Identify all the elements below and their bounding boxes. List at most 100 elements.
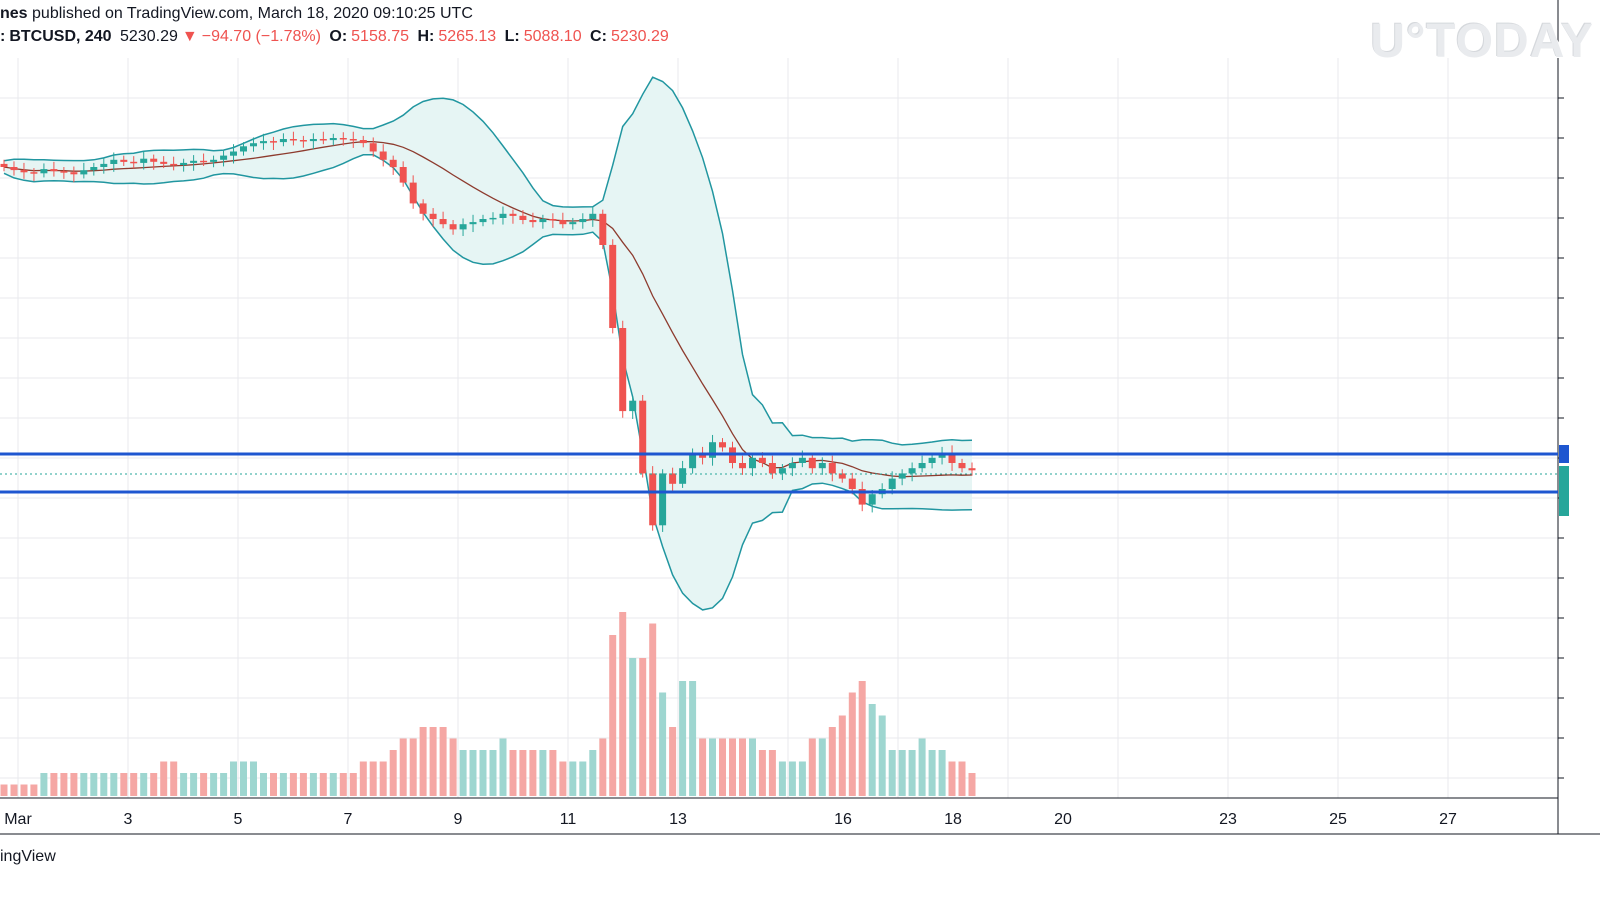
candle-body	[40, 169, 48, 174]
volume-bar	[659, 692, 667, 796]
high-label: H:	[417, 28, 435, 45]
candle-body	[479, 219, 487, 223]
time-tick-label: 20	[1054, 811, 1072, 828]
candle-body	[768, 463, 776, 474]
symbol-prefix: :	[0, 28, 6, 45]
volume-bar	[589, 750, 597, 796]
price-scale-marker	[1559, 445, 1569, 463]
candle-body	[569, 222, 577, 225]
time-tick-label: 9	[454, 811, 463, 828]
volume-bar	[449, 738, 457, 796]
candle-body	[838, 473, 846, 479]
candle-body	[309, 139, 317, 142]
volume-bar	[669, 727, 677, 796]
volume-bar	[579, 761, 587, 796]
candle-body	[270, 141, 277, 143]
high-value: 5265.13	[438, 28, 497, 45]
volume-bar	[768, 750, 776, 796]
candle-body	[389, 159, 397, 168]
candle-body	[579, 219, 587, 223]
candle-body	[739, 463, 746, 469]
volume-bar	[419, 727, 427, 796]
candle-body	[808, 457, 816, 469]
candle-body	[489, 217, 497, 220]
volume-bar	[339, 773, 347, 796]
volume-bar	[838, 715, 846, 796]
bollinger-upper	[3, 76, 973, 446]
volume-bar	[549, 750, 557, 796]
candle-body	[539, 219, 547, 223]
volume-bar	[878, 715, 886, 796]
candle-body	[200, 160, 208, 163]
volume-bar	[319, 773, 327, 796]
volume-bar	[379, 761, 387, 796]
candle-body	[120, 159, 128, 162]
volume-bar	[599, 738, 607, 796]
volume-bar	[160, 761, 168, 796]
author-name[interactable]: nes	[0, 5, 28, 22]
open-label: O:	[329, 28, 348, 45]
volume-bar	[20, 784, 28, 796]
candle-body	[260, 141, 267, 144]
volume-bar	[778, 761, 786, 796]
candle-body	[499, 213, 507, 218]
open-value: 5158.75	[351, 28, 409, 45]
volume-bar	[948, 761, 956, 796]
candle-body	[170, 163, 178, 166]
candle-body	[669, 473, 677, 484]
volume-bar	[30, 784, 38, 796]
volume-bar	[10, 784, 18, 796]
volume-bar	[270, 773, 277, 796]
volume-bar	[369, 761, 377, 796]
candle-body	[140, 158, 148, 163]
candle-body	[160, 161, 168, 164]
time-tick-label: 18	[944, 811, 962, 828]
candle-body	[629, 400, 637, 412]
volume-bar	[918, 738, 926, 796]
volume-bar	[150, 773, 158, 796]
volume-bar	[100, 773, 108, 796]
volume-bar	[429, 727, 437, 796]
candle-body	[639, 400, 647, 474]
candle-body	[619, 328, 627, 412]
volume-bar	[828, 727, 836, 796]
candle-body	[230, 151, 237, 156]
volume-bar	[130, 773, 138, 796]
candle-body	[719, 442, 726, 448]
volume-bar	[928, 750, 936, 796]
time-tick-label: 11	[560, 811, 577, 828]
volume-bar	[968, 773, 976, 796]
volume-bar	[50, 773, 58, 796]
symbol-label[interactable]: BTCUSD, 240	[9, 28, 112, 45]
candle-body	[549, 219, 557, 221]
candle-body	[399, 167, 407, 183]
volume-bar	[190, 773, 198, 796]
candle-body	[30, 172, 38, 174]
volume-bar	[220, 773, 228, 796]
tradingview-footer[interactable]: ingView	[0, 848, 56, 865]
volume-bar	[359, 761, 367, 796]
volume-bar	[699, 738, 707, 796]
candle-body	[908, 468, 916, 474]
candle-body	[20, 170, 28, 173]
last-price: 5230.29	[120, 28, 178, 45]
volume-bar	[499, 738, 507, 796]
volume-bar	[260, 773, 267, 796]
candle-body	[649, 473, 657, 526]
low-value: 5088.10	[523, 28, 582, 45]
volume-bar	[858, 681, 866, 796]
volume-bar	[729, 738, 736, 796]
time-tick-label: 23	[1219, 811, 1237, 828]
volume-bar	[749, 738, 756, 796]
candle-body	[50, 169, 58, 172]
candle-body	[379, 151, 387, 160]
volume-bar	[409, 738, 417, 796]
candle-body	[110, 159, 118, 164]
volume-bar	[649, 623, 657, 796]
candle-body	[0, 163, 8, 167]
volume-bar	[539, 750, 547, 796]
volume-bar	[469, 750, 477, 796]
volume-bar	[509, 750, 517, 796]
volume-bar	[709, 738, 716, 796]
